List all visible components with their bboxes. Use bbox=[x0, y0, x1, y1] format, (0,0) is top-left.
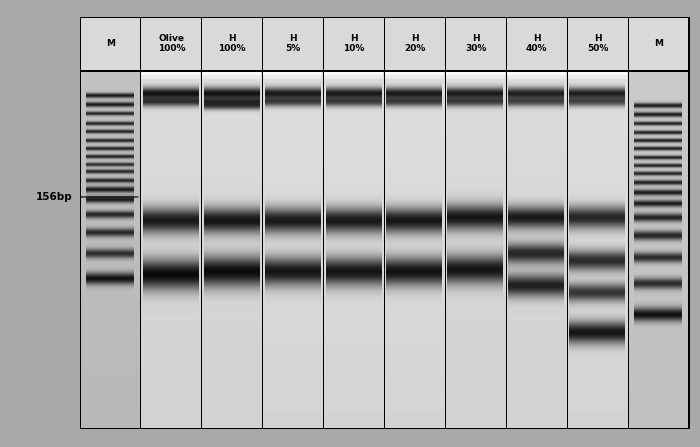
Text: H
100%: H 100% bbox=[218, 34, 246, 53]
Text: H
20%: H 20% bbox=[405, 34, 426, 53]
Text: H
5%: H 5% bbox=[286, 34, 301, 53]
Text: H
50%: H 50% bbox=[587, 34, 608, 53]
Text: M: M bbox=[654, 39, 663, 48]
Text: M: M bbox=[106, 39, 115, 48]
Text: H
40%: H 40% bbox=[526, 34, 547, 53]
Text: Olive
100%: Olive 100% bbox=[158, 34, 185, 53]
Text: H
10%: H 10% bbox=[344, 34, 365, 53]
Text: H
30%: H 30% bbox=[466, 34, 486, 53]
Text: 156bp: 156bp bbox=[36, 192, 73, 202]
